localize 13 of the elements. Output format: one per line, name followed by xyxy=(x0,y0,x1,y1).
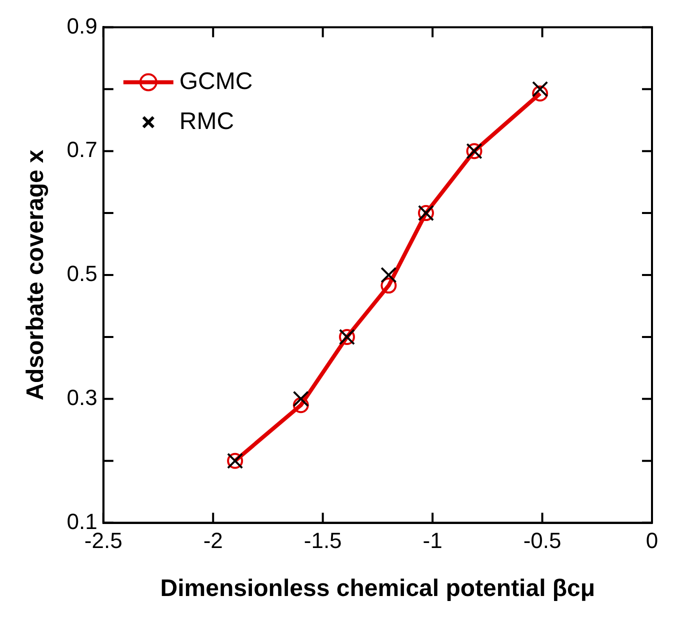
x-tick-label: -0.5 xyxy=(523,528,562,554)
x-tick-label: -1 xyxy=(422,528,442,554)
legend-label: GCMC xyxy=(179,68,253,95)
x-tick-label: 0 xyxy=(646,528,658,554)
x-tick-label: -1.5 xyxy=(304,528,342,554)
y-axis-title: Adsorbate coverage x xyxy=(22,148,50,400)
y-tick-label: 0.3 xyxy=(66,384,98,410)
legend-label: RMC xyxy=(179,108,234,135)
x-axis-title: Dimensionless chemical potential βcμ xyxy=(160,575,596,602)
x-tick-label: -2 xyxy=(203,528,223,554)
y-tick-label: 0.5 xyxy=(66,261,98,286)
y-tick-label: 0.9 xyxy=(66,13,98,38)
y-tick-label: 0.7 xyxy=(66,137,98,162)
